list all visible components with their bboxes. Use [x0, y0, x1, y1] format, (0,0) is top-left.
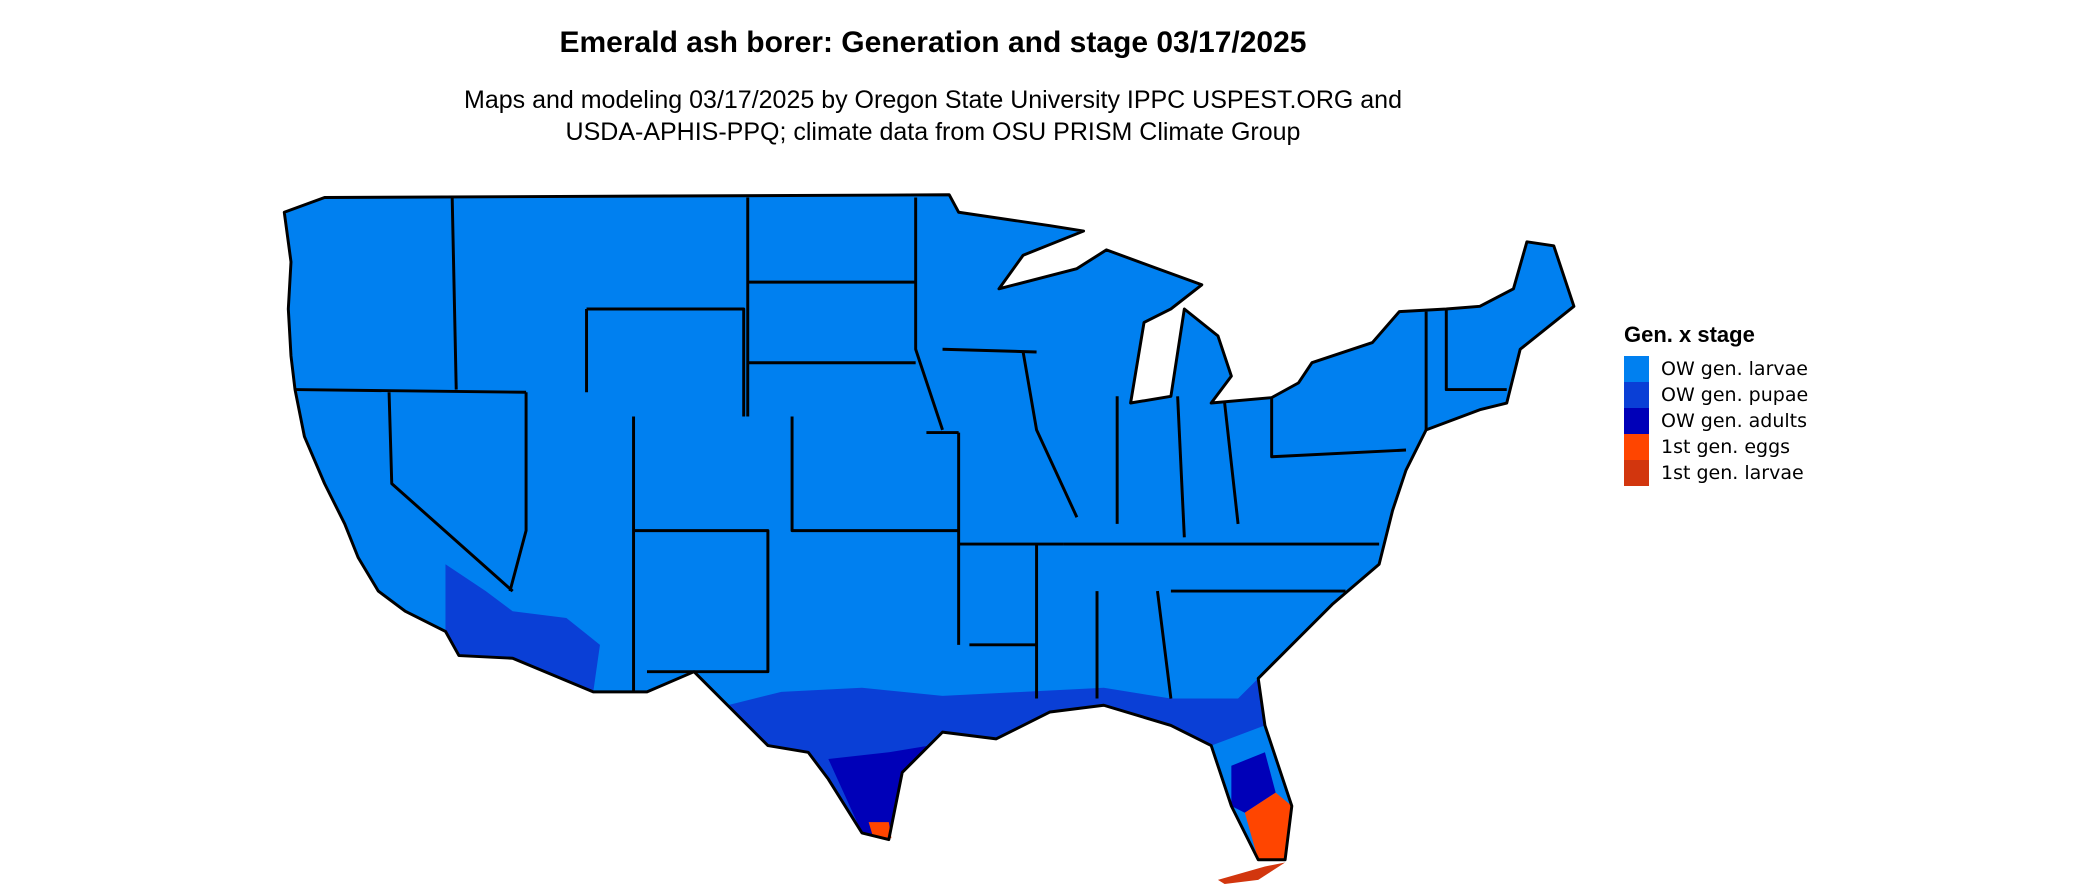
legend-swatch	[1624, 460, 1649, 486]
state-border	[790, 416, 959, 533]
legend: Gen. x stage OW gen. larvae OW gen. pupa…	[1624, 322, 1808, 486]
legend-item-ow-larvae: OW gen. larvae	[1624, 356, 1808, 382]
legend-swatch	[1624, 382, 1649, 408]
region-ow-pupae-southwest	[445, 564, 600, 692]
state-border	[1176, 396, 1186, 538]
legend-swatch	[1624, 434, 1649, 460]
legend-label: OW gen. pupae	[1661, 384, 1809, 406]
region-1st-eggs-texas	[868, 822, 892, 839]
map-title: Emerald ash borer: Generation and stage …	[559, 26, 1307, 59]
region-ow-pupae-gulf	[727, 678, 1265, 840]
map-subtitle-line-2: USDA-APHIS-PPQ; climate data from OSU PR…	[565, 118, 1301, 146]
state-border	[295, 388, 527, 394]
region-1st-larvae-keys	[1217, 862, 1286, 884]
legend-swatch	[1624, 408, 1649, 434]
legend-item-1st-eggs: 1st gen. eggs	[1624, 434, 1808, 460]
legend-item-ow-pupae: OW gen. pupae	[1624, 382, 1808, 408]
state-border	[914, 197, 944, 431]
state-border	[1270, 397, 1407, 459]
legend-swatch	[1624, 356, 1649, 382]
state-border	[1021, 351, 1079, 518]
legend-title: Gen. x stage	[1624, 322, 1755, 347]
map-subtitle-line-1: Maps and modeling 03/17/2025 by Oregon S…	[464, 86, 1402, 114]
legend-label: 1st gen. larvae	[1661, 462, 1804, 484]
legend-item-ow-adults: OW gen. adults	[1624, 408, 1808, 434]
us-outline	[282, 193, 1576, 862]
state-border	[1223, 402, 1240, 525]
state-border	[450, 197, 458, 390]
legend-label: OW gen. adults	[1661, 410, 1808, 432]
state-border	[586, 307, 746, 417]
state-border	[1444, 308, 1507, 392]
state-border	[508, 392, 528, 592]
legend-label: 1st gen. eggs	[1661, 436, 1791, 458]
region-ow-larvae	[284, 194, 1574, 860]
state-border	[1156, 590, 1173, 699]
state-border	[387, 392, 514, 593]
state-border	[942, 347, 1037, 354]
state-border	[633, 529, 770, 674]
region-ow-adults-florida	[1231, 752, 1276, 813]
legend-label: OW gen. larvae	[1661, 358, 1808, 380]
legend-item-1st-larvae: 1st gen. larvae	[1624, 460, 1808, 486]
region-1st-eggs-florida	[1244, 792, 1292, 860]
